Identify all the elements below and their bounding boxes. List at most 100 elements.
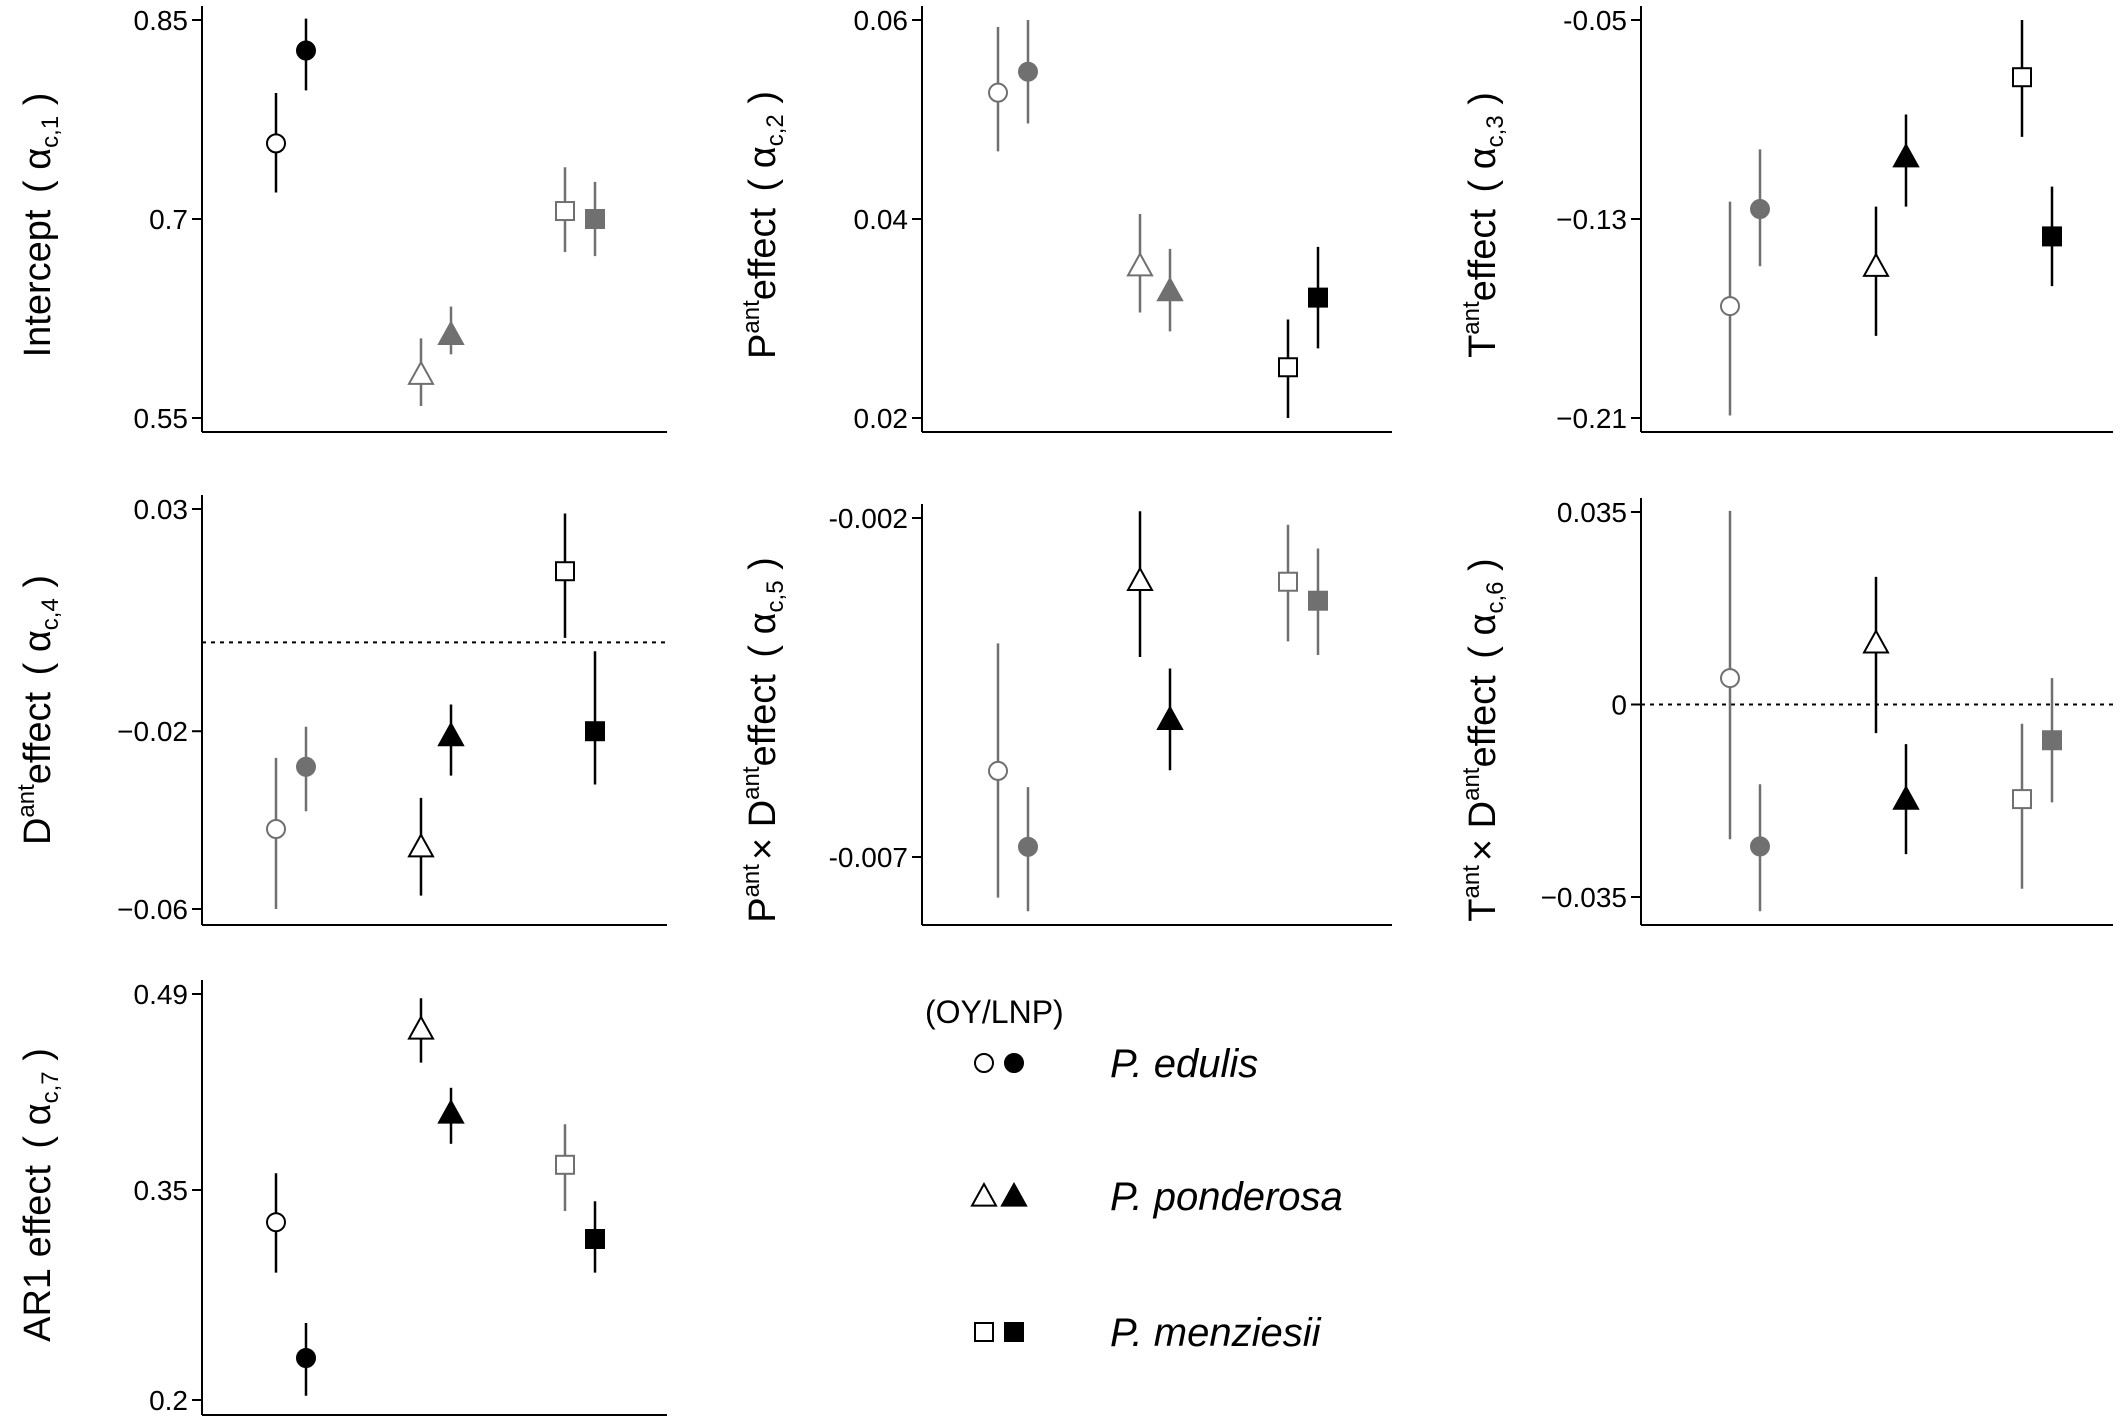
circle-marker [988, 82, 1008, 103]
legend-item-pponderosa: P. ponderosa [970, 1175, 1343, 1219]
data-point-pmenziesii-filled [1308, 548, 1328, 655]
y-axis-label: Pant× Danteffect ( αc,5 ) [738, 557, 789, 923]
chart-panel-4: 0.03 −0.02 −0.06 Danteffect ( αc,4 ) [13, 494, 667, 926]
circle-marker [266, 133, 286, 154]
y-tick-label: 0.7 [149, 204, 188, 235]
data-point-pponderosa-filled [437, 704, 465, 776]
data-point-pedulis-open [988, 643, 1008, 898]
circle-marker [1750, 199, 1770, 220]
square-marker [555, 201, 575, 222]
y-tick-label: -0.007 [829, 842, 908, 873]
y-axis-label: Panteffect ( αc,2 ) [738, 91, 789, 359]
data-point-pmenziesii-open [1278, 524, 1298, 642]
data-point-pmenziesii-open [2012, 20, 2032, 137]
circle-marker [296, 756, 316, 777]
triangle-marker [1862, 628, 1890, 654]
legend-square-filled-icon [1004, 1322, 1024, 1342]
data-point-pmenziesii-open [555, 513, 575, 638]
y-tick-label: 0 [1611, 690, 1627, 721]
data-point-pmenziesii-filled [2042, 678, 2062, 803]
chart-panel-1: 0.85 0.7 0.55 Intercept ( αc,1 ) [17, 5, 667, 434]
circle-marker [1018, 61, 1038, 82]
data-point-pedulis-open [266, 1173, 286, 1273]
circle-marker [266, 819, 286, 839]
y-tick-label: −0.06 [117, 894, 188, 925]
data-point-pponderosa-open [1862, 576, 1890, 734]
chart-panel-5: -0.002 -0.007 Pant× Danteffect ( αc,5 ) [738, 503, 1392, 926]
y-axis-label: AR1 effect ( αc,7 ) [17, 1048, 64, 1342]
y-tick-label: 0.85 [134, 5, 189, 36]
triangle-marker [437, 721, 465, 747]
y-tick-label: -0.002 [829, 503, 908, 534]
triangle-marker [1126, 251, 1154, 277]
legend-items: P. edulis P. ponderosa P. menziesii [970, 1042, 1343, 1355]
triangle-marker [1892, 785, 1920, 810]
square-marker [2012, 789, 2032, 810]
data-point-pponderosa-filled [1156, 248, 1184, 332]
legend-triangle-filled-icon [1000, 1181, 1028, 1207]
triangle-marker [1156, 276, 1184, 302]
y-tick-label: 0.02 [854, 403, 909, 434]
y-tick-label: 0.06 [854, 5, 909, 36]
legend-item-pmenziesii: P. menziesii [974, 1311, 1322, 1355]
data-point-pedulis-filled [296, 1323, 316, 1396]
data-point-pponderosa-filled [437, 306, 465, 355]
data-point-pmenziesii-filled [585, 181, 605, 257]
circle-marker [1720, 296, 1740, 317]
square-marker [2042, 226, 2062, 247]
circle-marker [296, 1348, 316, 1368]
data-point-pmenziesii-open [555, 1124, 575, 1211]
square-marker [1278, 357, 1298, 378]
y-tick-label: −0.02 [117, 716, 188, 747]
y-tick-label: -0.05 [1563, 5, 1627, 36]
legend-title: (OY/LNP) [925, 994, 1064, 1030]
y-tick-label: 0.2 [149, 1385, 188, 1416]
triangle-marker [437, 1098, 465, 1124]
triangle-marker [1862, 252, 1890, 277]
y-tick-label: −0.035 [1541, 882, 1627, 913]
data-point-pedulis-open [1720, 201, 1740, 416]
y-tick-label: −0.13 [1556, 204, 1627, 235]
legend: (OY/LNP) P. edulis P. ponderosa P. menzies… [925, 994, 1343, 1355]
circle-marker [296, 40, 316, 61]
chart-panel-3: -0.05 −0.13 −0.21 Tanteffect ( αc,3 ) [1458, 5, 2113, 434]
square-marker [585, 721, 605, 742]
triangle-marker [407, 1014, 435, 1040]
triangle-marker [1126, 566, 1154, 591]
y-tick-label: 0.55 [134, 403, 189, 434]
circle-marker [266, 1212, 286, 1233]
data-point-pedulis-filled [1750, 784, 1770, 912]
legend-triangle-open-icon [970, 1181, 998, 1207]
legend-square-open-icon [974, 1322, 994, 1342]
data-point-pmenziesii-open [555, 167, 575, 253]
y-axis-label: Tant× Danteffect ( αc,6 ) [1458, 558, 1509, 921]
data-point-pedulis-filled [1018, 787, 1038, 912]
data-point-pedulis-open [988, 26, 1008, 152]
data-point-pponderosa-open [1862, 206, 1890, 336]
data-point-pmenziesii-open [2012, 723, 2032, 889]
chart-panel-7: 0.49 0.35 0.2 AR1 effect ( αc,7 ) [17, 979, 667, 1416]
legend-circle-open-icon [974, 1053, 994, 1073]
data-point-pedulis-filled [1750, 149, 1770, 267]
data-point-pponderosa-open [1126, 214, 1154, 313]
data-point-pponderosa-filled [437, 1087, 465, 1144]
circle-marker [1750, 836, 1770, 857]
data-point-pedulis-open [266, 92, 286, 193]
data-point-pponderosa-open [407, 797, 435, 896]
triangle-marker [407, 360, 435, 385]
data-point-pedulis-filled [296, 18, 316, 91]
data-point-pedulis-open [1720, 510, 1740, 840]
data-point-pponderosa-filled [1892, 114, 1920, 207]
square-marker [1278, 571, 1298, 592]
square-marker [2042, 730, 2062, 751]
y-tick-label: 0.49 [134, 979, 189, 1010]
circle-marker [988, 760, 1008, 781]
square-marker [1308, 287, 1328, 308]
legend-label: P. ponderosa [1110, 1175, 1343, 1219]
data-point-pmenziesii-filled [585, 1201, 605, 1273]
y-tick-label: 0.035 [1557, 497, 1627, 528]
y-tick-label: 0.04 [854, 204, 909, 235]
square-marker [2012, 67, 2032, 88]
